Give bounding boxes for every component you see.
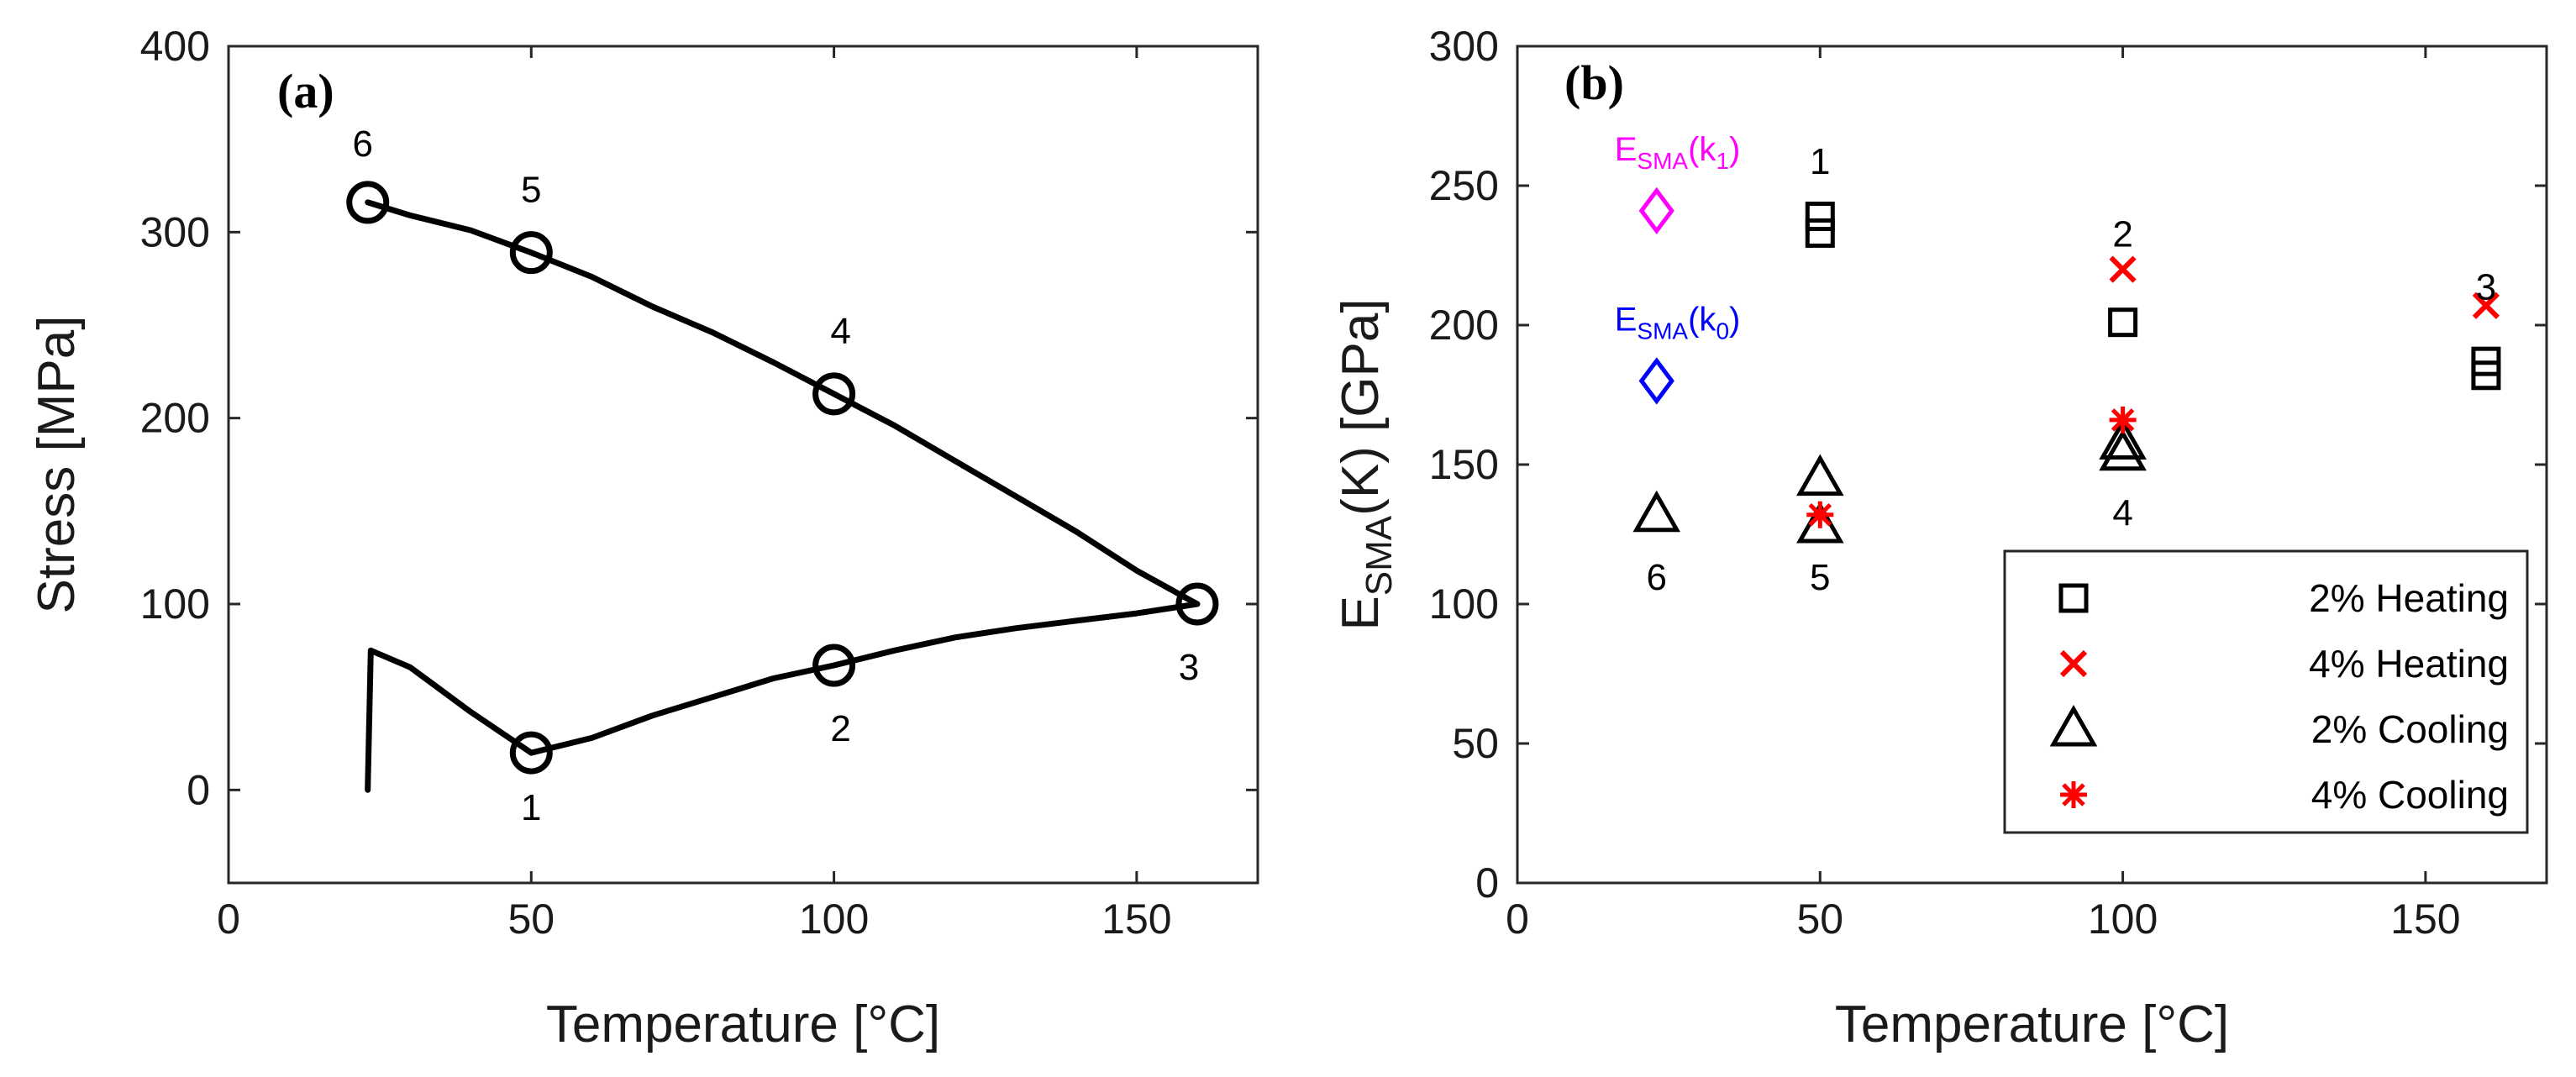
y-tick-label-a: 0 [187, 766, 210, 813]
reference-point-k0 [1638, 357, 1674, 405]
point-2-cooling [1795, 454, 1844, 496]
curve-heating [365, 601, 1201, 793]
point-label-3: 3 [2476, 267, 2496, 308]
point-2-heating [2471, 346, 2501, 376]
point-label-4: 4 [2112, 492, 2132, 533]
y-tick-label-b: 300 [1429, 23, 1499, 70]
state-marker-1 [509, 731, 553, 775]
state-marker-3 [1175, 582, 1219, 626]
point-4-heating [2472, 292, 2500, 319]
legend-marker-4-heating [2059, 649, 2088, 678]
state-label-5: 5 [521, 170, 541, 211]
legend-label: 2% Cooling [2311, 707, 2509, 751]
state-label-6: 6 [352, 123, 372, 165]
y-tick-label-b: 100 [1429, 581, 1499, 628]
point-2-cooling [2099, 418, 2147, 460]
plot-frame-a [227, 45, 1259, 885]
legend-label: 4% Cooling [2311, 773, 2509, 817]
point-2-heating [1805, 218, 1835, 248]
state-label-4: 4 [830, 311, 850, 352]
state-marker-6 [346, 181, 390, 224]
legend-box [2003, 549, 2529, 834]
y-tick-label-b: 150 [1429, 441, 1499, 488]
point-2-heating [2108, 307, 2138, 338]
chart-panel-a: 0 50 100 150 0 100 200 300 400 Temperature [°C] St… [28, 23, 1259, 1053]
point-2-cooling [2099, 428, 2147, 471]
legend-marker-2-cooling [2049, 704, 2098, 747]
legend: 2% Heating 4% Heating 2% Cooling 4% Cooling [2003, 549, 2529, 834]
y-axis-label-b: ESMA(K) [GPa] [1332, 298, 1400, 630]
x-tick-label-a: 50 [507, 896, 555, 943]
state-label-3: 3 [1179, 647, 1199, 688]
state-label-1: 1 [521, 787, 541, 828]
legend-marker-4-cooling [2060, 781, 2087, 808]
x-tick-label-a: 0 [217, 896, 240, 943]
point-label-1: 1 [1810, 141, 1830, 182]
x-tick-label-b: 50 [1796, 896, 1843, 943]
x-tick-label-b: 150 [2390, 896, 2460, 943]
legend-label: 4% Heating [2309, 642, 2509, 686]
point-2-heating [1805, 202, 1835, 232]
reference-point-k1 [1638, 187, 1674, 235]
point-2-cooling [1632, 490, 1681, 533]
state-marker-5 [509, 231, 553, 275]
curve-cooling [365, 199, 1201, 607]
y-tick-label-a: 100 [140, 581, 210, 628]
state-label-2: 2 [830, 708, 850, 749]
y-tick-label-a: 200 [140, 395, 210, 442]
x-axis-label-a: Temperature [°C] [546, 996, 940, 1053]
point-label-2: 2 [2112, 213, 2132, 255]
point-4-heating [2109, 255, 2137, 283]
y-tick-label-a: 400 [140, 23, 210, 70]
reference-label-k1: ESMA(k1) [1615, 131, 1741, 174]
x-tick-label-a: 150 [1101, 896, 1171, 943]
y-tick-label-b: 50 [1452, 720, 1499, 767]
y-tick-label-b: 250 [1429, 162, 1499, 209]
x-axis-label-b: Temperature [°C] [1835, 996, 2229, 1053]
reference-label-k0: ESMA(k0) [1615, 301, 1741, 344]
x-tick-label-b: 0 [1506, 896, 1529, 943]
y-tick-label-a: 300 [140, 208, 210, 255]
legend-label: 2% Heating [2309, 576, 2509, 620]
panel-label-a: (a) [277, 64, 334, 118]
state-marker-4 [812, 372, 856, 416]
point-label-5: 5 [1810, 557, 1830, 598]
panel-label-b: (b) [1564, 55, 1624, 110]
x-tick-label-b: 100 [2088, 896, 2158, 943]
y-axis-label-a: Stress [MPa] [28, 316, 86, 614]
state-marker-2 [812, 644, 856, 687]
y-tick-label-b: 200 [1429, 302, 1499, 349]
y-tick-label-b: 0 [1475, 859, 1499, 906]
x-tick-label-a: 100 [799, 896, 869, 943]
point-4-cooling [2109, 406, 2137, 433]
point-4-cooling [1806, 501, 1834, 528]
legend-marker-2-heating [2058, 583, 2089, 613]
chart-panel-b: 0 50 100 150 0 50 100 150 200 250 300 Temperature [… [1332, 23, 2548, 1053]
point-label-6: 6 [1646, 557, 1666, 598]
